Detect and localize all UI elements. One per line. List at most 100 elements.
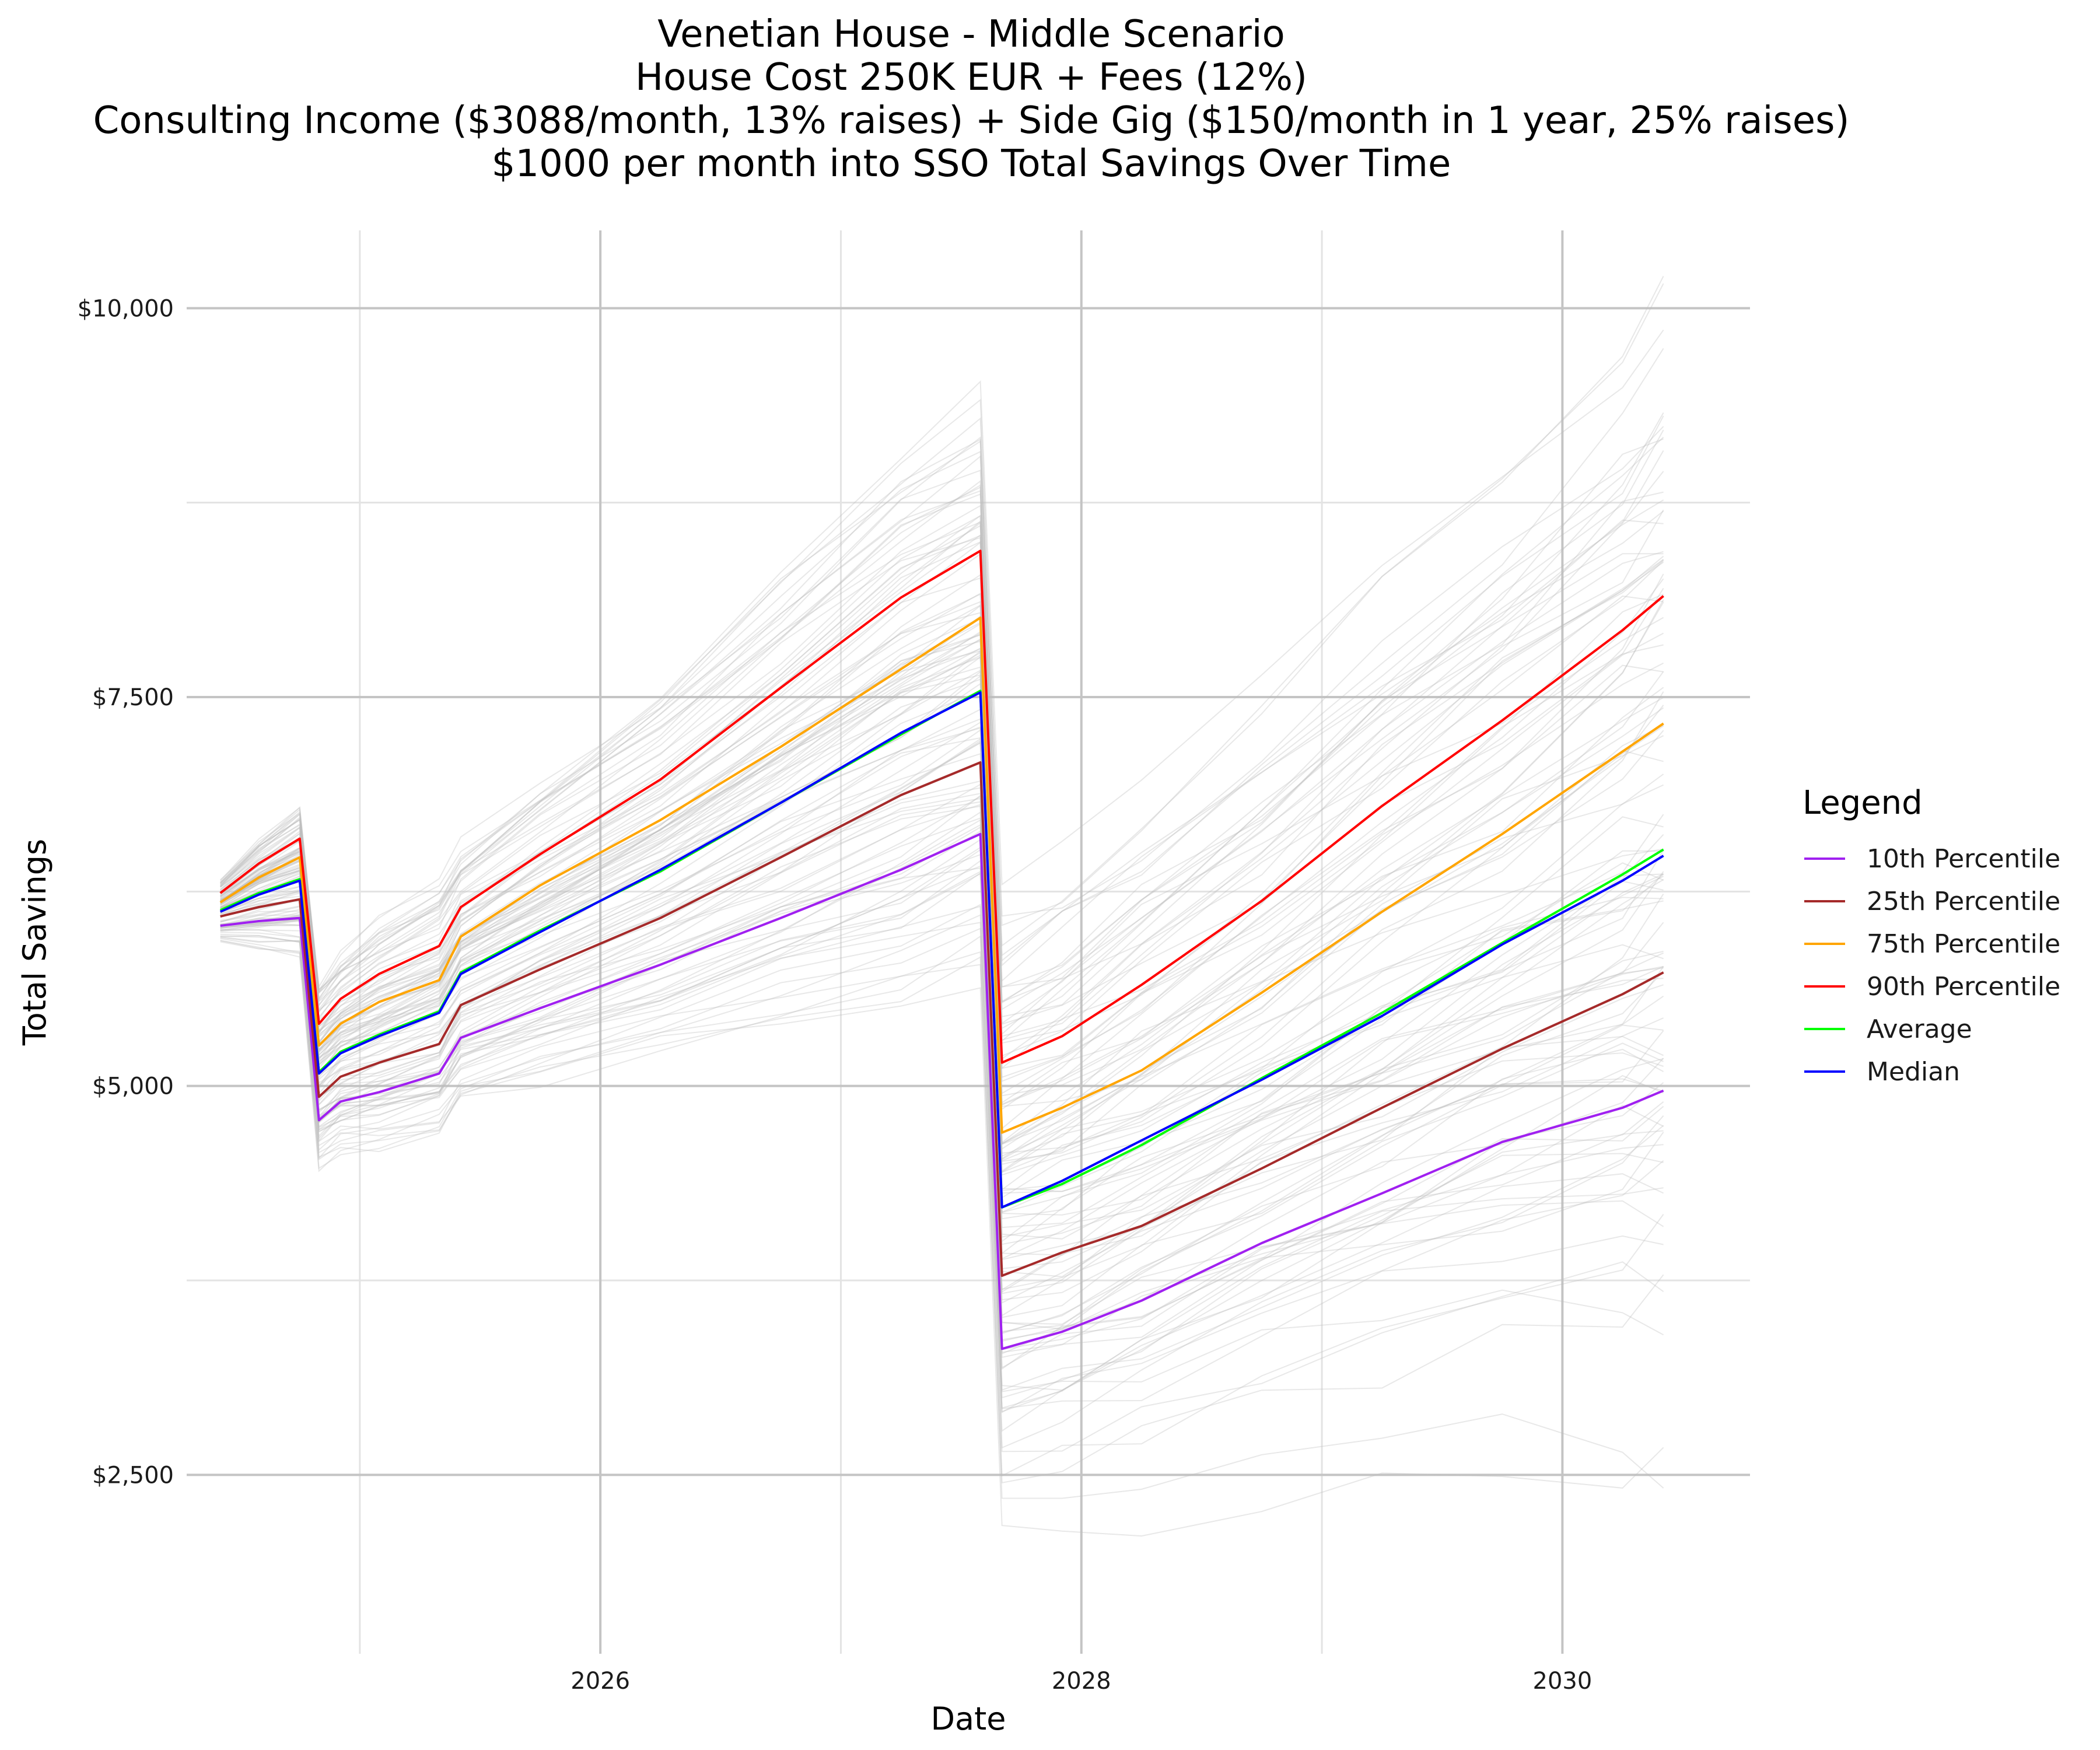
simulation-path bbox=[220, 819, 1664, 1334]
simulation-path bbox=[220, 670, 1664, 1192]
simulation-path bbox=[220, 436, 1664, 1030]
legend-label: 90th Percentile bbox=[1867, 972, 2060, 1002]
simulation-path bbox=[220, 552, 1664, 1060]
simulation-path bbox=[219, 484, 1664, 991]
simulation-path bbox=[220, 853, 1664, 1370]
y-tick-label: $10,000 bbox=[78, 295, 174, 322]
simulation-path bbox=[220, 647, 1664, 1174]
simulation-path bbox=[220, 811, 1664, 1317]
simulation-path bbox=[220, 935, 1664, 1449]
series-line-10th-percentile bbox=[220, 832, 1664, 1350]
simulation-path bbox=[220, 726, 1664, 1242]
simulation-path bbox=[220, 824, 1664, 1354]
simulation-path bbox=[220, 783, 1664, 1294]
simulation-path bbox=[220, 935, 1664, 1499]
legend-label: Average bbox=[1867, 1014, 1972, 1044]
simulation-path bbox=[220, 929, 1664, 1483]
simulation-path bbox=[220, 905, 1664, 1410]
simulation-path bbox=[220, 469, 1664, 1003]
simulation-path bbox=[220, 794, 1664, 1291]
simulation-path bbox=[220, 904, 1664, 1413]
series-line-25th-percentile bbox=[220, 761, 1664, 1277]
simulation-path bbox=[220, 417, 1664, 994]
simulation-path bbox=[220, 656, 1664, 1154]
simulation-path bbox=[220, 654, 1664, 1194]
legend: Legend 10th Percentile 25th Percentile 75th… bbox=[1803, 784, 2060, 1087]
simulation-path bbox=[220, 787, 1664, 1304]
simulation-path bbox=[220, 865, 1664, 1391]
simulation-path bbox=[220, 622, 1664, 1145]
simulation-path bbox=[220, 718, 1664, 1228]
simulation-path bbox=[220, 737, 1664, 1278]
simulation-path bbox=[220, 780, 1664, 1301]
simulation-path bbox=[220, 534, 1664, 1044]
legend-label: 75th Percentile bbox=[1867, 929, 2060, 959]
simulation-path bbox=[220, 634, 1664, 1145]
simulation-path bbox=[220, 601, 1664, 1105]
simulation-path bbox=[220, 830, 1664, 1350]
simulation-path bbox=[220, 933, 1664, 1477]
simulation-path bbox=[220, 617, 1664, 1145]
simulation-path bbox=[220, 490, 1664, 1010]
simulation-path bbox=[220, 429, 1664, 1014]
tick-labels: $2,500 $5,000 $7,500 $10,000 2026 2028 2030 bbox=[78, 295, 1592, 1695]
title-line-1: Venetian House - Middle Scenario bbox=[657, 13, 1284, 56]
simulation-path bbox=[220, 621, 1664, 1130]
simulation-path bbox=[220, 838, 1664, 1353]
x-tick-label: 2028 bbox=[1052, 1668, 1111, 1695]
simulation-path bbox=[220, 873, 1664, 1391]
simulation-path bbox=[220, 656, 1664, 1176]
simulation-path bbox=[220, 471, 1664, 1035]
simulation-path bbox=[220, 918, 1664, 1452]
simulation-path bbox=[220, 650, 1664, 1150]
simulation-path bbox=[220, 499, 1664, 1042]
simulation-path bbox=[220, 415, 1664, 1007]
simulation-path bbox=[219, 275, 1664, 989]
simulation-path bbox=[220, 450, 1664, 1003]
simulation-path bbox=[220, 741, 1664, 1256]
series-line-90th-percentile bbox=[219, 550, 1664, 1064]
simulation-path bbox=[220, 520, 1664, 1054]
simulation-path bbox=[219, 283, 1664, 1000]
y-tick-label: $2,500 bbox=[92, 1462, 174, 1489]
simulation-path bbox=[220, 848, 1664, 1369]
simulation-band bbox=[219, 275, 1664, 1537]
simulation-path bbox=[220, 348, 1664, 1007]
x-tick-label: 2026 bbox=[570, 1668, 630, 1695]
simulation-path bbox=[220, 801, 1664, 1340]
grid-lines bbox=[187, 230, 1750, 1654]
simulation-path bbox=[220, 599, 1664, 1144]
simulation-path bbox=[220, 678, 1664, 1173]
simulation-path bbox=[220, 806, 1664, 1335]
simulation-path bbox=[220, 675, 1664, 1192]
simulation-path bbox=[220, 521, 1664, 1057]
simulation-path bbox=[220, 870, 1664, 1413]
title-line-4: $1000 per month into SSO Total Savings O… bbox=[492, 142, 1451, 186]
y-axis-title: Total Savings bbox=[16, 839, 53, 1046]
simulation-path bbox=[220, 867, 1664, 1399]
simulation-path bbox=[220, 652, 1664, 1191]
simulation-path bbox=[220, 638, 1664, 1162]
simulation-path bbox=[219, 436, 1664, 991]
simulation-path bbox=[220, 561, 1664, 1069]
x-tick-label: 2030 bbox=[1533, 1668, 1592, 1695]
simulation-path bbox=[220, 541, 1664, 1044]
simulation-path bbox=[220, 797, 1664, 1293]
x-axis-title: Date bbox=[930, 1700, 1006, 1737]
simulation-path bbox=[220, 438, 1664, 993]
simulation-path bbox=[220, 674, 1664, 1216]
title-line-2: House Cost 250K EUR + Fees (12%) bbox=[635, 56, 1307, 99]
simulation-path bbox=[220, 648, 1664, 1172]
simulation-path bbox=[220, 859, 1664, 1359]
simulation-path bbox=[219, 537, 1664, 1037]
simulation-path bbox=[220, 928, 1664, 1432]
simulation-path bbox=[220, 412, 1664, 1004]
series-line-median bbox=[219, 691, 1664, 1209]
simulation-path bbox=[220, 793, 1664, 1290]
simulation-path bbox=[220, 601, 1664, 1104]
legend-label: 25th Percentile bbox=[1867, 887, 2060, 916]
simulation-path bbox=[220, 936, 1664, 1537]
simulation-path bbox=[220, 330, 1664, 1001]
simulation-path bbox=[220, 817, 1664, 1318]
